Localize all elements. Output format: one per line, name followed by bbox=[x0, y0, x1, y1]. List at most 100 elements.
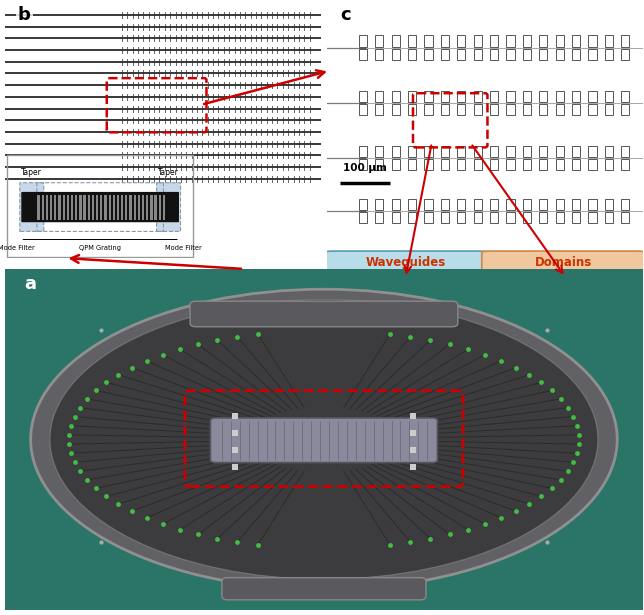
Bar bbox=[621, 104, 629, 115]
Bar bbox=[506, 49, 515, 60]
Bar bbox=[392, 212, 400, 223]
Bar bbox=[605, 146, 613, 157]
Bar bbox=[539, 49, 547, 60]
Bar bbox=[506, 90, 515, 101]
Bar bbox=[605, 159, 613, 170]
Bar bbox=[539, 159, 547, 170]
Bar bbox=[440, 49, 449, 60]
Bar bbox=[605, 104, 613, 115]
Bar bbox=[163, 194, 165, 220]
Bar bbox=[556, 146, 564, 157]
Bar bbox=[79, 194, 82, 220]
Bar bbox=[375, 49, 383, 60]
Bar bbox=[621, 146, 629, 157]
Bar bbox=[440, 36, 449, 47]
Bar bbox=[523, 212, 531, 223]
Bar bbox=[375, 36, 383, 47]
FancyBboxPatch shape bbox=[190, 301, 458, 327]
Bar bbox=[589, 159, 596, 170]
Bar bbox=[539, 90, 547, 101]
Bar bbox=[392, 90, 400, 101]
FancyBboxPatch shape bbox=[482, 251, 644, 275]
Bar bbox=[424, 104, 433, 115]
Bar bbox=[359, 159, 367, 170]
Bar bbox=[473, 104, 482, 115]
Bar bbox=[42, 194, 44, 220]
Bar bbox=[408, 104, 416, 115]
Bar bbox=[572, 36, 580, 47]
Bar bbox=[589, 146, 596, 157]
Text: Waveguides: Waveguides bbox=[366, 256, 446, 269]
Bar bbox=[490, 212, 498, 223]
Bar bbox=[506, 159, 515, 170]
Bar bbox=[457, 146, 466, 157]
Bar bbox=[100, 194, 102, 220]
Bar bbox=[572, 146, 580, 157]
Bar bbox=[589, 104, 596, 115]
Bar bbox=[84, 194, 86, 220]
Bar bbox=[490, 90, 498, 101]
Bar bbox=[490, 49, 498, 60]
Bar bbox=[359, 212, 367, 223]
Bar bbox=[589, 36, 596, 47]
Bar bbox=[375, 212, 383, 223]
Bar bbox=[539, 104, 547, 115]
Bar bbox=[440, 159, 449, 170]
Bar bbox=[523, 36, 531, 47]
Bar bbox=[572, 90, 580, 101]
Bar bbox=[392, 104, 400, 115]
Text: QPM Grating: QPM Grating bbox=[79, 245, 121, 251]
Bar bbox=[490, 104, 498, 115]
Bar bbox=[133, 194, 136, 220]
Bar bbox=[359, 90, 367, 101]
Bar bbox=[490, 146, 498, 157]
Bar bbox=[96, 194, 99, 220]
Bar bbox=[375, 90, 383, 101]
Bar bbox=[375, 146, 383, 157]
Bar bbox=[589, 49, 596, 60]
Bar bbox=[490, 159, 498, 170]
Bar bbox=[523, 104, 531, 115]
Bar bbox=[473, 212, 482, 223]
Bar bbox=[392, 49, 400, 60]
Bar bbox=[457, 90, 466, 101]
Text: Domains: Domains bbox=[535, 256, 592, 269]
Bar bbox=[359, 146, 367, 157]
Text: Mode Filter: Mode Filter bbox=[0, 245, 35, 251]
Bar bbox=[75, 194, 77, 220]
Bar bbox=[506, 212, 515, 223]
Bar bbox=[556, 199, 564, 210]
Bar bbox=[506, 199, 515, 210]
Bar bbox=[59, 194, 61, 220]
Text: a: a bbox=[24, 276, 36, 293]
Bar bbox=[359, 36, 367, 47]
Bar bbox=[490, 199, 498, 210]
Bar bbox=[572, 212, 580, 223]
Ellipse shape bbox=[50, 300, 598, 579]
Text: Taper: Taper bbox=[158, 168, 179, 177]
Bar bbox=[150, 194, 153, 220]
Bar bbox=[506, 146, 515, 157]
Bar bbox=[359, 199, 367, 210]
Bar bbox=[605, 49, 613, 60]
Bar bbox=[155, 194, 156, 220]
Text: 100 μm: 100 μm bbox=[343, 163, 387, 173]
Bar bbox=[523, 90, 531, 101]
Bar bbox=[125, 194, 128, 220]
Bar bbox=[556, 212, 564, 223]
Bar bbox=[457, 212, 466, 223]
Bar bbox=[621, 199, 629, 210]
Bar bbox=[605, 90, 613, 101]
Bar bbox=[408, 159, 416, 170]
Bar bbox=[121, 194, 123, 220]
Bar bbox=[556, 159, 564, 170]
Bar bbox=[621, 212, 629, 223]
Bar bbox=[71, 194, 73, 220]
Bar bbox=[506, 104, 515, 115]
Bar bbox=[392, 36, 400, 47]
Bar bbox=[556, 104, 564, 115]
Bar bbox=[523, 199, 531, 210]
Bar bbox=[605, 36, 613, 47]
Bar bbox=[129, 194, 131, 220]
Bar bbox=[408, 36, 416, 47]
